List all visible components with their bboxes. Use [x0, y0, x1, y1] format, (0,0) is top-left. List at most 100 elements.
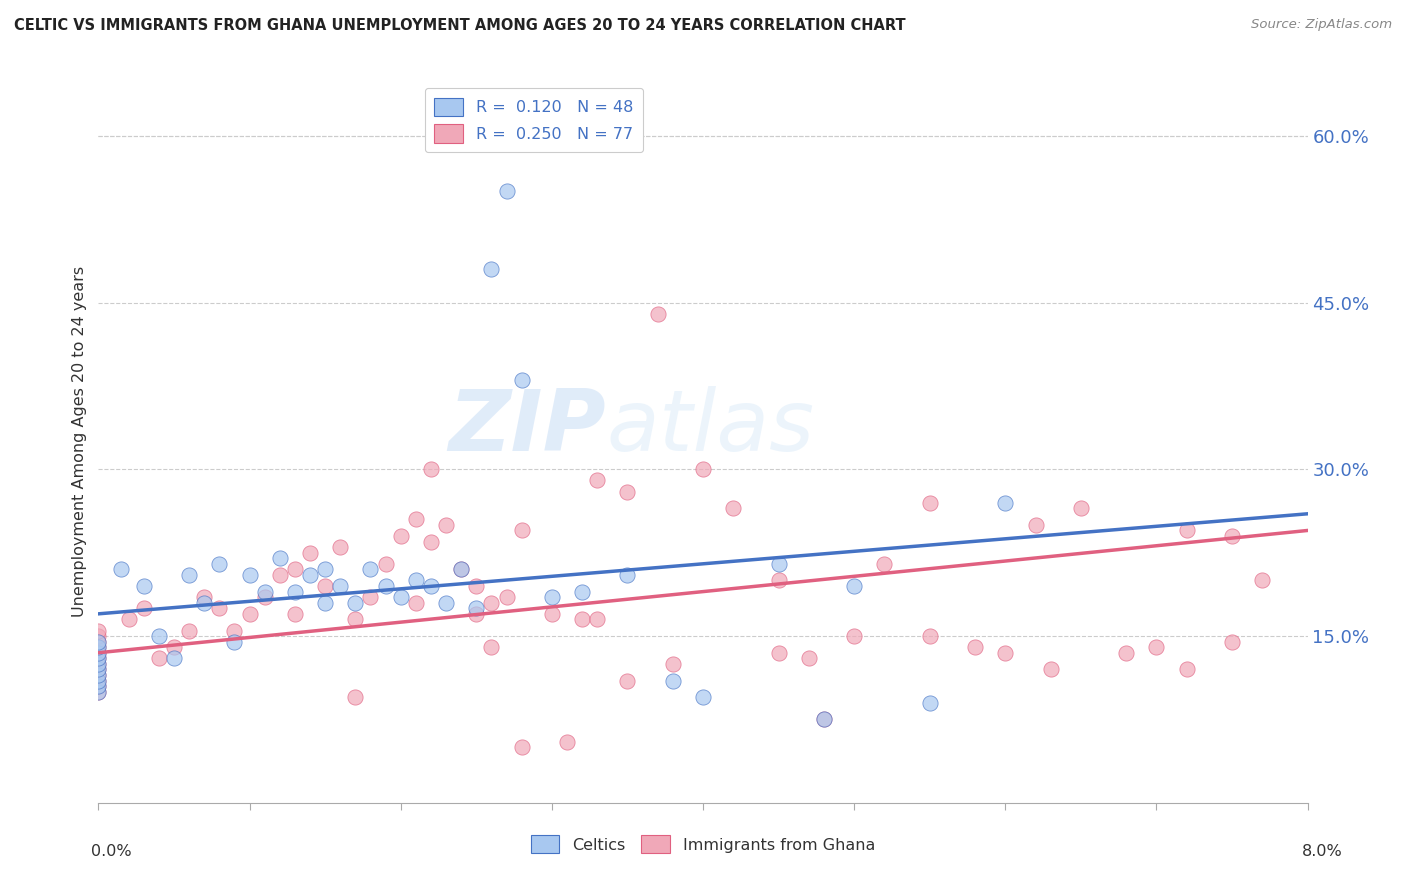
Point	[87, 651, 110, 665]
Y-axis label: Unemployment Among Ages 20 to 24 years: Unemployment Among Ages 20 to 24 years	[72, 266, 87, 617]
Point	[692, 690, 714, 705]
Point	[768, 574, 790, 588]
Point	[374, 557, 396, 571]
Point	[132, 601, 155, 615]
Point	[118, 612, 141, 626]
Text: CELTIC VS IMMIGRANTS FROM GHANA UNEMPLOYMENT AMONG AGES 20 TO 24 YEARS CORRELATI: CELTIC VS IMMIGRANTS FROM GHANA UNEMPLOY…	[14, 18, 905, 33]
Point	[1039, 662, 1062, 676]
Point	[586, 474, 609, 488]
Point	[87, 679, 110, 693]
Point	[510, 373, 533, 387]
Point	[193, 590, 215, 604]
Point	[1146, 640, 1168, 655]
Text: 0.0%: 0.0%	[91, 845, 132, 859]
Point	[208, 601, 231, 615]
Point	[481, 262, 503, 277]
Text: atlas: atlas	[606, 385, 814, 468]
Point	[284, 584, 307, 599]
Point	[405, 512, 427, 526]
Point	[481, 640, 503, 655]
Point	[434, 517, 457, 532]
Point	[87, 668, 110, 682]
Point	[420, 579, 443, 593]
Point	[1175, 524, 1198, 538]
Point	[163, 651, 186, 665]
Point	[87, 657, 110, 671]
Point	[239, 607, 262, 621]
Point	[510, 524, 533, 538]
Point	[87, 624, 110, 638]
Point	[555, 734, 578, 748]
Point	[616, 673, 638, 688]
Point	[360, 562, 382, 576]
Point	[495, 185, 517, 199]
Point	[1070, 501, 1092, 516]
Point	[179, 624, 201, 638]
Point	[616, 568, 638, 582]
Point	[344, 612, 367, 626]
Point	[87, 646, 110, 660]
Point	[450, 562, 472, 576]
Point	[1024, 517, 1046, 532]
Point	[571, 584, 593, 599]
Point	[692, 462, 714, 476]
Point	[314, 562, 336, 576]
Point	[813, 713, 835, 727]
Point	[405, 596, 427, 610]
Point	[616, 484, 638, 499]
Point	[661, 673, 683, 688]
Point	[87, 657, 110, 671]
Point	[239, 568, 262, 582]
Text: Source: ZipAtlas.com: Source: ZipAtlas.com	[1251, 18, 1392, 31]
Point	[1115, 646, 1137, 660]
Point	[481, 596, 503, 610]
Point	[434, 596, 457, 610]
Point	[329, 540, 352, 554]
Point	[87, 634, 110, 648]
Point	[647, 307, 669, 321]
Point	[844, 629, 866, 643]
Point	[420, 534, 443, 549]
Point	[253, 584, 276, 599]
Point	[148, 651, 170, 665]
Point	[389, 590, 412, 604]
Point	[179, 568, 201, 582]
Point	[661, 657, 683, 671]
Point	[1220, 529, 1243, 543]
Point	[299, 568, 322, 582]
Point	[148, 629, 170, 643]
Point	[768, 557, 790, 571]
Point	[510, 740, 533, 755]
Point	[284, 607, 307, 621]
Point	[208, 557, 231, 571]
Point	[224, 624, 246, 638]
Point	[253, 590, 276, 604]
Point	[994, 646, 1017, 660]
Point	[374, 579, 396, 593]
Point	[87, 673, 110, 688]
Point	[844, 579, 866, 593]
Point	[360, 590, 382, 604]
Point	[193, 596, 215, 610]
Point	[163, 640, 186, 655]
Point	[465, 607, 488, 621]
Point	[389, 529, 412, 543]
Point	[813, 713, 835, 727]
Text: ZIP: ZIP	[449, 385, 606, 468]
Point	[586, 612, 609, 626]
Point	[87, 679, 110, 693]
Point	[1175, 662, 1198, 676]
Point	[994, 496, 1017, 510]
Point	[420, 462, 443, 476]
Point	[132, 579, 155, 593]
Point	[918, 629, 941, 643]
Point	[269, 551, 291, 566]
Point	[571, 612, 593, 626]
Legend: Celtics, Immigrants from Ghana: Celtics, Immigrants from Ghana	[524, 829, 882, 860]
Text: 8.0%: 8.0%	[1302, 845, 1343, 859]
Point	[450, 562, 472, 576]
Point	[87, 634, 110, 648]
Point	[540, 590, 562, 604]
Point	[110, 562, 132, 576]
Point	[87, 651, 110, 665]
